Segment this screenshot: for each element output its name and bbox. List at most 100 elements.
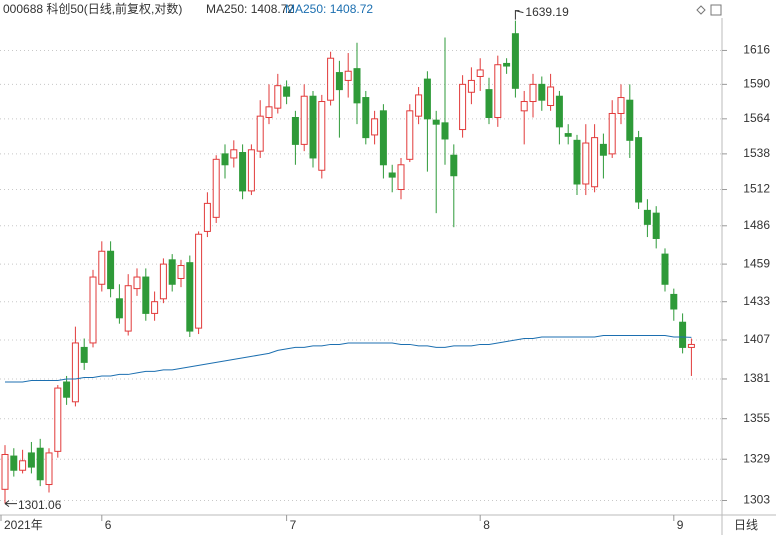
candle-body bbox=[221, 153, 229, 166]
candle-body bbox=[186, 262, 194, 332]
candle-body bbox=[494, 64, 502, 118]
candle-body bbox=[388, 172, 396, 178]
candle-body bbox=[177, 265, 185, 279]
min-label: 1301.06 bbox=[18, 498, 62, 512]
candle-body bbox=[212, 158, 220, 218]
candle-body bbox=[415, 94, 423, 117]
y-tick-label: 1381 bbox=[743, 371, 770, 385]
annotation-arrow bbox=[4, 500, 17, 508]
candle-body bbox=[353, 68, 361, 104]
candle-body bbox=[582, 142, 590, 185]
candle-body bbox=[195, 233, 203, 329]
candle-body bbox=[203, 202, 211, 232]
x-tick-label: 8 bbox=[483, 518, 490, 532]
candle-body bbox=[503, 62, 511, 67]
candle-body bbox=[107, 250, 115, 290]
candle-body bbox=[423, 78, 431, 120]
candle-body bbox=[617, 97, 625, 114]
candle-body bbox=[397, 164, 405, 191]
legend-entry: MA250: 1408.72 bbox=[285, 2, 373, 16]
candle-body bbox=[291, 116, 299, 145]
ma-line bbox=[5, 335, 692, 383]
candle-body bbox=[89, 276, 97, 344]
candle-body bbox=[54, 387, 62, 452]
y-tick-label: 1329 bbox=[743, 451, 770, 465]
candle-body bbox=[19, 460, 27, 471]
candle-body bbox=[124, 285, 132, 332]
candle-body bbox=[661, 253, 669, 285]
candle-body bbox=[274, 85, 282, 109]
candle-body bbox=[1, 453, 9, 490]
candle-body bbox=[599, 143, 607, 156]
candle-body bbox=[432, 119, 440, 125]
candle-body bbox=[10, 455, 18, 471]
candle-body bbox=[45, 452, 53, 486]
candle-body bbox=[283, 86, 291, 97]
candle-body bbox=[485, 89, 493, 118]
candle-body bbox=[371, 118, 379, 136]
candle-body bbox=[635, 137, 643, 203]
candle-body bbox=[406, 110, 414, 160]
candle-body bbox=[327, 57, 335, 101]
candle-body bbox=[459, 83, 467, 131]
x-tick-label: 9 bbox=[677, 518, 684, 532]
chart-title: 000688 科创50(日线,前复权,对数) bbox=[3, 1, 182, 16]
candle-body bbox=[547, 86, 555, 107]
candle-body bbox=[450, 154, 458, 177]
y-tick-label: 1407 bbox=[743, 332, 770, 346]
candle-body bbox=[344, 70, 352, 81]
candle-body bbox=[476, 69, 484, 77]
candle-body bbox=[591, 137, 599, 188]
candle-body bbox=[467, 79, 475, 93]
candle-body bbox=[626, 99, 634, 141]
candle-body bbox=[142, 276, 150, 314]
annotation-arrow bbox=[514, 10, 524, 20]
x-tick-label: 2021年 bbox=[4, 518, 43, 532]
y-tick-label: 1486 bbox=[743, 218, 770, 232]
candle-body bbox=[652, 212, 660, 239]
y-tick-label: 1538 bbox=[743, 146, 770, 160]
candle-body bbox=[115, 298, 123, 319]
y-tick-label: 1355 bbox=[743, 411, 770, 425]
candle-body bbox=[71, 342, 79, 403]
candle-body bbox=[687, 343, 695, 348]
indicator-label: MA250: 1408.72 bbox=[206, 2, 294, 16]
y-tick-label: 1616 bbox=[743, 43, 770, 57]
candle-body bbox=[309, 95, 317, 159]
candle-body bbox=[511, 33, 519, 89]
icon-window[interactable] bbox=[710, 4, 722, 16]
candle-body bbox=[318, 101, 326, 171]
y-tick-label: 1303 bbox=[743, 493, 770, 507]
y-tick-label: 1433 bbox=[743, 294, 770, 308]
candle-body bbox=[98, 250, 106, 285]
max-label: 1639.19 bbox=[525, 5, 569, 19]
candle-body bbox=[335, 72, 343, 91]
candle-body bbox=[643, 209, 651, 225]
candle-body bbox=[679, 321, 687, 348]
candle-body bbox=[168, 259, 176, 285]
candle-body bbox=[608, 112, 616, 155]
candle-body bbox=[256, 115, 264, 152]
candle-body bbox=[564, 133, 572, 137]
candle-body bbox=[265, 106, 273, 118]
candle-body bbox=[555, 95, 563, 128]
candle-body bbox=[573, 139, 581, 185]
candle-body bbox=[538, 83, 546, 101]
candle-body bbox=[379, 110, 387, 166]
candle-body bbox=[151, 301, 159, 314]
y-tick-label: 1590 bbox=[743, 77, 770, 91]
candle-body bbox=[80, 346, 88, 363]
x-tick-label: 7 bbox=[290, 518, 297, 532]
candle-body bbox=[529, 83, 537, 103]
candle-body bbox=[63, 381, 71, 398]
candle-body bbox=[441, 122, 449, 140]
candle-body bbox=[239, 152, 247, 192]
y-tick-label: 1564 bbox=[743, 111, 770, 125]
candle-body bbox=[247, 149, 255, 192]
y-tick-label: 1512 bbox=[743, 182, 770, 196]
period-button[interactable]: 日线 bbox=[734, 518, 758, 532]
icon-diamond[interactable] bbox=[696, 5, 706, 15]
